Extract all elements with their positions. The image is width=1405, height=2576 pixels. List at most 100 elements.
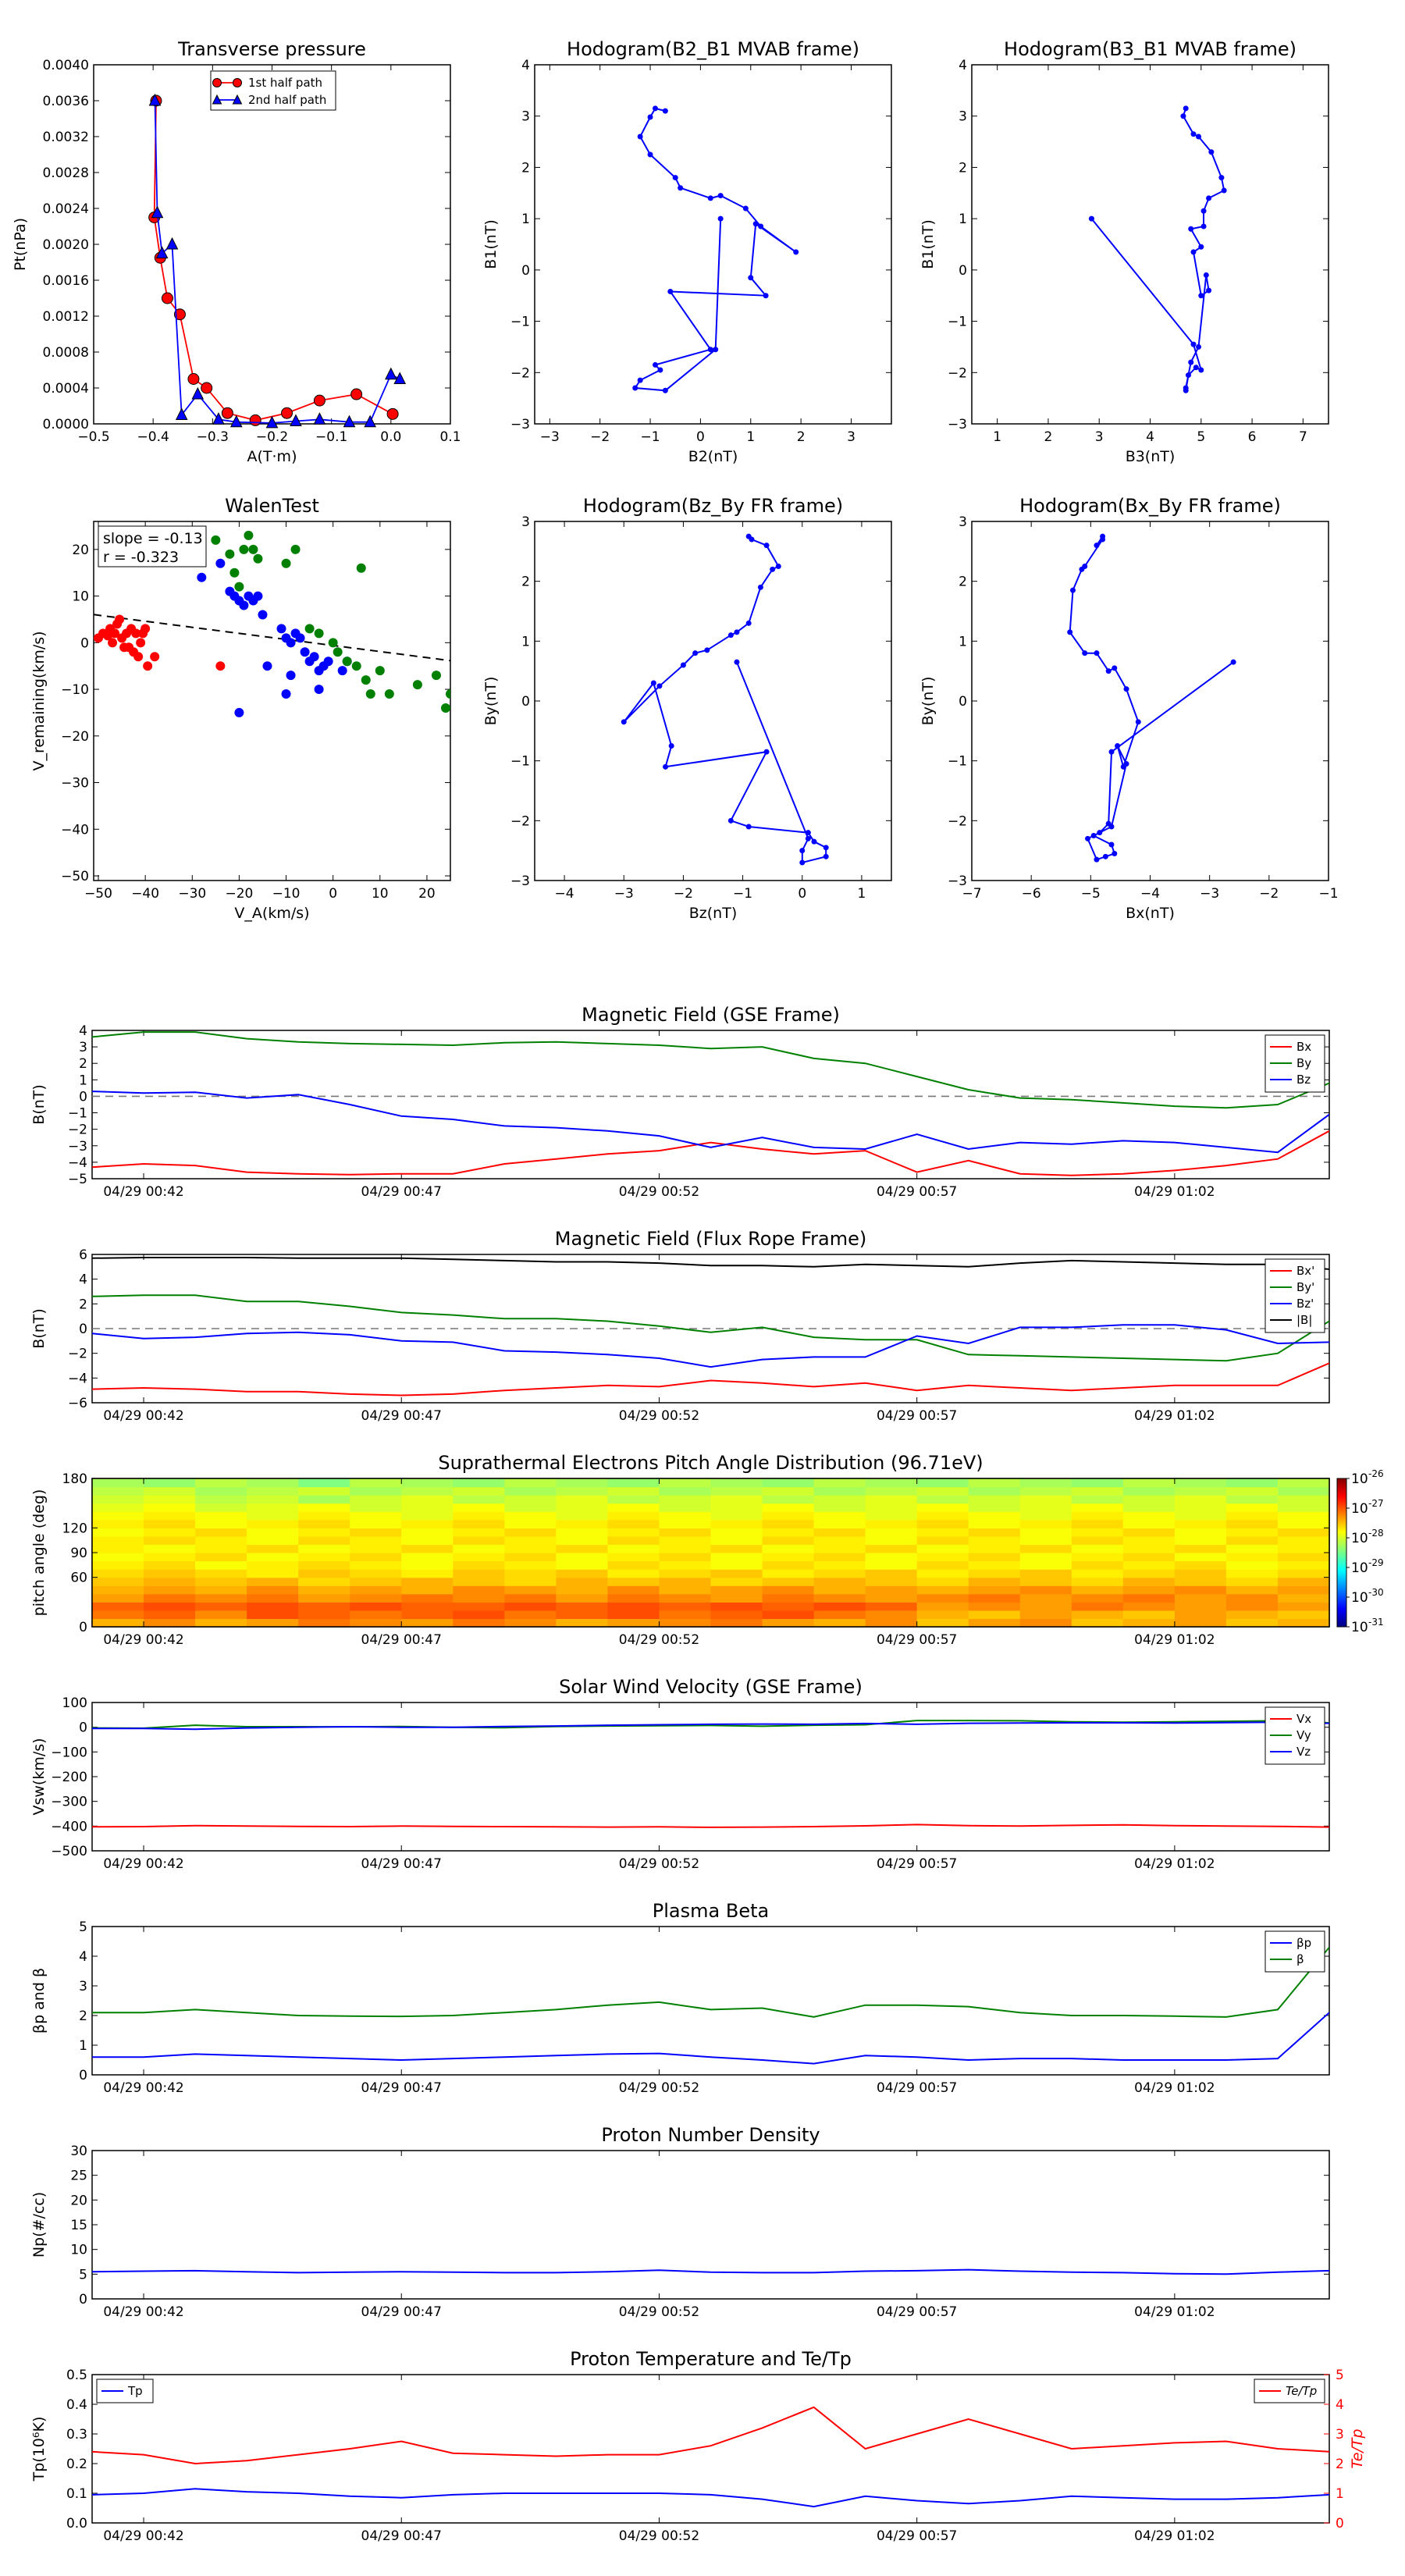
heatmap-cell <box>710 1577 763 1586</box>
heatmap-cell <box>916 1577 969 1586</box>
heatmap-cell <box>865 1593 918 1603</box>
y-tick-label-bfr: 6 <box>79 1247 87 1263</box>
x-tick-label-bgse: 04/29 00:57 <box>877 1184 957 1200</box>
data-point-1st-half <box>221 407 233 419</box>
heatmap-cell <box>1122 1602 1176 1611</box>
heatmap-cell <box>401 1585 454 1595</box>
chart-title-walen: WalenTest <box>225 495 319 517</box>
hodogram-point-h1 <box>647 114 653 120</box>
heatmap-cell <box>556 1478 609 1488</box>
heatmap-cell <box>350 1569 402 1578</box>
x-tick-label-bgse: 04/29 00:47 <box>361 1184 442 1200</box>
heatmap-cell <box>92 1478 144 1488</box>
heatmap-cell <box>1277 1519 1330 1528</box>
legend-marker <box>212 78 222 87</box>
hodogram-point-h3 <box>799 848 806 854</box>
annotation-text: r = -0.323 <box>103 549 179 566</box>
y-tick-label-bfr: 0 <box>79 1322 87 1337</box>
y-tick-label-temp: 0.0 <box>66 2516 87 2532</box>
walen-point <box>323 656 333 667</box>
walen-point <box>361 675 371 685</box>
heatmap-cell <box>401 1610 454 1620</box>
walen-point <box>281 689 291 699</box>
hodogram-point-h3 <box>745 620 752 626</box>
data-point-2nd-half <box>148 93 162 106</box>
x-tick-label-h1: 2 <box>797 429 806 445</box>
data-point-2nd-half <box>175 407 188 420</box>
walen-point <box>239 600 249 610</box>
walen-point <box>258 610 268 620</box>
heatmap-cell <box>813 1544 866 1553</box>
walen-point <box>431 671 441 681</box>
legend-marker <box>233 78 242 87</box>
heatmap-cell <box>968 1553 1021 1562</box>
colorbar-tick-exponent: -27 <box>1368 1498 1384 1509</box>
y-tick-label-h3: 1 <box>521 634 530 649</box>
legend-label-tetp: Te/Tp <box>1286 2384 1317 2398</box>
hodogram-point-h2 <box>1218 175 1225 181</box>
heatmap-cell <box>453 1569 505 1578</box>
x-tick-label-pad: 04/29 00:42 <box>103 1632 183 1648</box>
heatmap-cell <box>401 1553 454 1562</box>
heatmap-cell <box>813 1478 866 1488</box>
heatmap-cell <box>453 1610 505 1620</box>
heatmap-cell <box>710 1569 763 1578</box>
heatmap-cell <box>92 1577 144 1586</box>
heatmap-cell <box>968 1519 1021 1528</box>
heatmap-cell <box>659 1511 712 1521</box>
x-tick-label-temp: 04/29 01:02 <box>1134 2528 1215 2544</box>
heatmap-cell <box>968 1610 1021 1620</box>
data-point-2nd-half <box>393 372 407 384</box>
heatmap-cell <box>1071 1602 1124 1611</box>
chart-h2: Hodogram(B3_B1 MVAB frame) 1 2 3 4 5 6 7 −3 −2 −1 0… <box>919 38 1329 465</box>
hodogram-point-h1 <box>652 361 658 368</box>
heatmap-cell <box>607 1519 660 1528</box>
y-tick-label-tp: 0.0008 <box>43 345 89 361</box>
heatmap-cell <box>1225 1602 1279 1611</box>
heatmap-cell <box>556 1528 609 1537</box>
heatmap-cell <box>865 1585 918 1595</box>
hodogram-point-h3 <box>763 543 770 549</box>
chart-walen: WalenTest −50 −40 −30 −20 −10 0 10 20 −50 −40 −30 −2… <box>30 495 451 922</box>
walen-point <box>384 689 394 699</box>
heatmap-cell <box>453 1495 505 1504</box>
heatmap-cell <box>1122 1535 1176 1546</box>
heatmap-cell <box>1277 1602 1330 1611</box>
heatmap-cell <box>710 1478 763 1488</box>
series-line-bfr-1 <box>92 1294 1329 1362</box>
hodogram-point-h3 <box>775 564 781 569</box>
y-tick-label-bfr: −6 <box>68 1396 87 1411</box>
heatmap-cell <box>1277 1585 1330 1595</box>
walen-point <box>309 652 319 662</box>
heatmap-cell <box>1225 1560 1279 1570</box>
walen-point <box>253 553 263 564</box>
heatmap-cell <box>1174 1511 1227 1521</box>
y-tick-label-right-temp: 2 <box>1336 2457 1344 2472</box>
y-tick-label-bgse: 0 <box>79 1089 87 1105</box>
x-tick-label-tp: 0.0 <box>380 429 401 445</box>
heatmap-cell <box>350 1495 402 1504</box>
walen-point <box>276 624 286 634</box>
hodogram-point-h1 <box>678 185 684 191</box>
x-tick-label-walen: −20 <box>225 886 253 902</box>
y-tick-label-bfr: −2 <box>68 1347 87 1362</box>
data-point-2nd-half <box>364 415 376 428</box>
heatmap-cell <box>865 1535 918 1546</box>
y-tick-label-vsw: 0 <box>79 1720 87 1736</box>
heatmap-cell <box>504 1610 557 1620</box>
walen-point <box>197 572 207 582</box>
heatmap-cell <box>298 1528 350 1537</box>
heatmap-cell <box>92 1569 144 1578</box>
data-point-2nd-half <box>290 414 302 427</box>
heatmap-cell <box>556 1535 609 1546</box>
x-tick-label-temp: 04/29 00:42 <box>103 2528 183 2544</box>
hodogram-point-h3 <box>663 763 669 770</box>
x-tick-label-np: 04/29 00:57 <box>877 2304 957 2320</box>
x-tick-label-bgse: 04/29 01:02 <box>1134 1184 1215 1200</box>
y-axis-label-bgse: B(nT) <box>30 1084 48 1125</box>
heatmap-cell <box>556 1585 609 1595</box>
heatmap-cell <box>144 1553 196 1562</box>
heatmap-cell <box>504 1602 557 1611</box>
x-tick-label-bfr: 04/29 00:47 <box>361 1408 442 1424</box>
y-tick-label-right-temp: 3 <box>1336 2427 1344 2443</box>
